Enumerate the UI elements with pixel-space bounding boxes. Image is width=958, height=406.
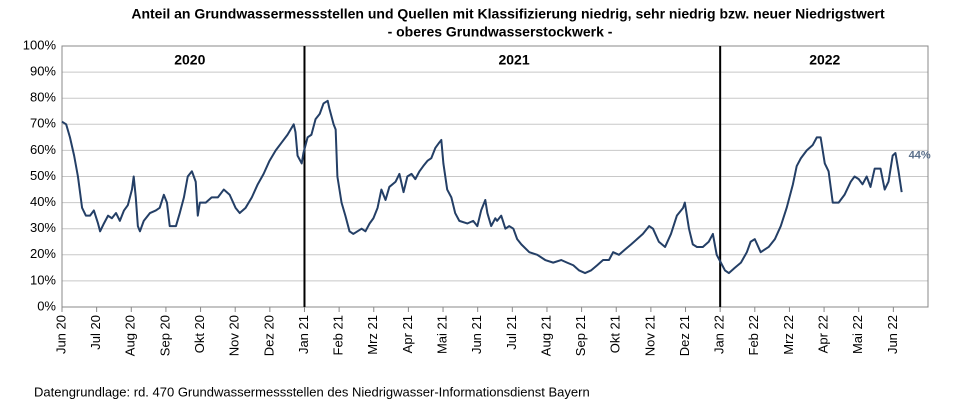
x-tick-label: Jan 22 [712,315,727,354]
series-line [61,99,903,275]
x-tick-label: Feb 22 [746,315,761,355]
x-tick-label: Okt 20 [192,315,207,353]
x-tick-label: Sep 21 [573,315,588,356]
y-tick-label: 10% [30,272,56,287]
y-tick-label: 90% [30,64,56,79]
x-tick-label: Sep 20 [157,315,172,356]
year-label: 2021 [498,52,529,68]
footnote: Datengrundlage: rd. 470 Grundwassermesss… [34,384,590,399]
x-tick-label: Jun 22 [885,315,900,354]
end-label: 44% [909,150,931,162]
y-tick-label: 80% [30,90,56,105]
y-tick-label: 60% [30,142,56,157]
x-tick-label: Feb 21 [331,315,346,355]
year-label: 2020 [174,52,205,68]
x-tick-label: Jun 21 [469,315,484,354]
x-tick-label: Aug 21 [538,315,553,356]
y-tick-label: 50% [30,168,56,183]
x-tick-label: Dez 20 [261,315,276,356]
x-tick-label: Nov 21 [642,315,657,356]
y-tick-label: 70% [30,116,56,131]
y-tick-label: 20% [30,246,56,261]
chart-title: Anteil an Grundwassermessstellen und Que… [131,6,885,22]
y-tick-label: 30% [30,220,56,235]
x-tick-label: Okt 21 [608,315,623,353]
chart-subtitle: - oberes Grundwasserstockwerk - [388,24,613,40]
x-tick-label: Apr 21 [400,315,415,353]
x-tick-label: Nov 20 [227,315,242,356]
x-tick-label: Mrz 22 [781,315,796,355]
x-tick-label: Jan 21 [296,315,311,354]
x-tick-label: Mrz 21 [365,315,380,355]
x-tick-label: Aug 20 [123,315,138,356]
year-label-box [798,50,851,70]
x-tick-label: Apr 22 [816,315,831,353]
x-tick-label: Mai 21 [434,315,449,354]
x-tick-label: Jul 21 [504,315,519,350]
x-tick-label: Jul 20 [88,315,103,350]
y-tick-label: 40% [30,194,56,209]
x-tick-label: Mai 22 [850,315,865,354]
y-tick-label: 0% [37,298,56,313]
plot-border [61,45,929,308]
x-tick-label: Jun 20 [53,315,68,354]
year-label: 2022 [809,52,840,68]
year-label-box [163,50,216,70]
year-label-box [488,50,541,70]
x-tick-label: Dez 21 [677,315,692,356]
y-tick-label: 100% [23,37,57,52]
